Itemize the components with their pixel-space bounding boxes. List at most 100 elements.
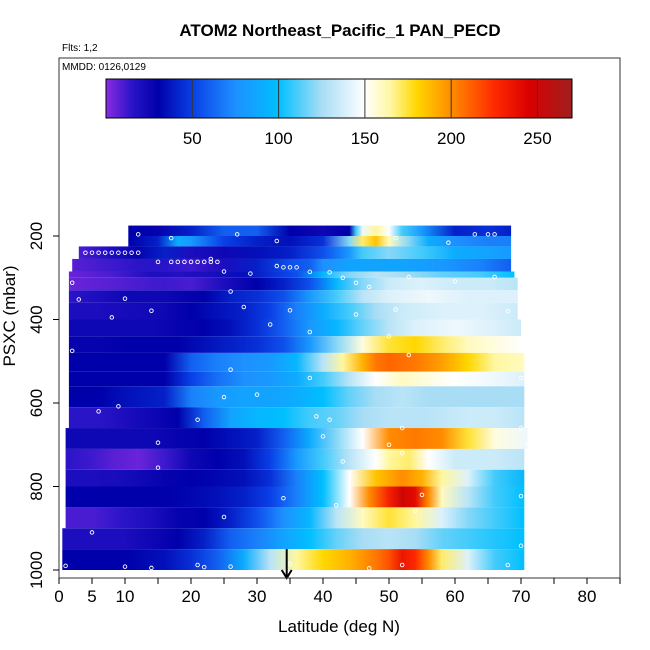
data-point-marker	[69, 280, 75, 286]
data-point-marker	[122, 296, 128, 301]
data-point-marker	[287, 265, 293, 270]
data-point-marker	[307, 375, 313, 381]
data-point-marker	[129, 250, 134, 255]
data-point-marker	[386, 333, 392, 339]
colorbar-tick-label: 150	[351, 129, 379, 148]
x-tick-label: 5	[87, 587, 96, 606]
data-point-marker	[287, 561, 293, 566]
data-point-marker	[201, 564, 207, 570]
heatmap-row	[68, 302, 518, 320]
data-point-marker	[228, 289, 233, 294]
data-point-marker	[109, 250, 115, 255]
heatmap-row	[78, 246, 512, 259]
data-point-marker	[399, 450, 405, 456]
data-point-marker	[505, 562, 511, 568]
data-point-marker	[188, 259, 194, 265]
x-tick-label: 40	[314, 587, 333, 606]
data-point-marker	[221, 394, 227, 400]
x-tick-label: 50	[380, 587, 399, 606]
data-point-marker	[155, 465, 161, 470]
data-point-marker	[320, 434, 326, 439]
x-tick-label: 80	[578, 587, 597, 606]
data-point-marker	[215, 259, 220, 265]
heatmap-row	[128, 236, 512, 247]
data-point-marker	[63, 563, 68, 569]
data-point-marker	[221, 514, 227, 520]
data-point-marker	[353, 312, 359, 317]
data-point-marker	[307, 329, 313, 335]
data-point-marker	[248, 271, 253, 276]
data-point-marker	[267, 322, 273, 327]
y-axis: 200 400 600 800 1000	[27, 222, 59, 589]
data-point-marker	[406, 352, 412, 358]
data-point-marker	[175, 259, 181, 265]
data-point-marker	[195, 562, 200, 568]
data-point-marker	[393, 307, 398, 312]
heatmap-row	[65, 507, 525, 529]
data-point-marker	[274, 238, 280, 244]
y-tick-label: 600	[27, 389, 46, 417]
flights-label: Flts: 1,2	[62, 43, 98, 54]
y-tick-label: 800	[27, 472, 46, 500]
data-point-marker	[307, 269, 313, 275]
data-point-marker	[492, 274, 497, 280]
data-point-marker	[287, 308, 293, 313]
y-axis-label: PSXC (mbar)	[0, 265, 19, 366]
data-point-marker	[228, 564, 233, 569]
data-point-marker	[241, 304, 247, 310]
data-point-marker	[281, 495, 286, 501]
data-point-marker	[76, 297, 82, 302]
data-point-marker	[168, 235, 174, 241]
data-point-marker	[353, 280, 359, 286]
data-point-marker	[221, 269, 227, 274]
data-point-marker	[83, 250, 88, 255]
chart-title: ATOM2 Northeast_Pacific_1 PAN_PECD	[179, 21, 500, 40]
data-point-marker	[201, 259, 207, 265]
data-point-marker	[228, 367, 233, 372]
heatmap-row	[68, 386, 525, 408]
data-point-marker	[116, 250, 121, 255]
data-point-marker	[281, 265, 286, 270]
data-point-marker	[314, 414, 319, 419]
data-point-marker	[254, 392, 260, 397]
heatmap-row	[65, 486, 525, 508]
data-point-marker	[472, 232, 478, 237]
heatmap-row	[68, 271, 515, 278]
data-point-marker	[294, 265, 299, 270]
data-point-marker	[208, 259, 214, 265]
data-point-marker	[195, 417, 200, 422]
heatmap-row	[68, 277, 518, 291]
y-tick-label: 1000	[27, 551, 46, 589]
data-point-marker	[366, 284, 372, 290]
data-point-marker	[399, 425, 405, 431]
data-point-marker	[518, 344, 524, 349]
data-point-marker	[327, 270, 332, 275]
data-point-marker	[69, 348, 75, 354]
heatmap-row	[65, 469, 525, 487]
data-point-marker	[96, 250, 101, 255]
heatmap-row	[65, 428, 528, 449]
heatmap-row	[68, 371, 525, 387]
data-point-marker	[195, 259, 200, 265]
heatmap-row	[65, 448, 525, 470]
data-point-marker	[155, 259, 161, 265]
data-point-marker	[406, 274, 412, 280]
data-point-marker	[446, 240, 451, 245]
data-point-marker	[116, 404, 121, 409]
data-point-marker	[122, 250, 128, 255]
data-point-marker	[208, 256, 214, 262]
x-tick-label: 0	[54, 587, 63, 606]
data-point-marker	[234, 232, 240, 237]
heatmap-row	[68, 336, 525, 353]
data-point-marker	[274, 263, 280, 269]
x-axis: 0 5 10 20 30 40 50 60 70 80	[54, 578, 621, 606]
data-point-marker	[518, 425, 524, 431]
data-point-marker	[399, 562, 405, 568]
x-tick-label: 10	[116, 587, 135, 606]
data-point-marker	[102, 250, 108, 255]
data-point-marker	[135, 232, 141, 237]
data-point-marker	[518, 543, 524, 549]
colorbar-tick-label: 100	[264, 129, 292, 148]
data-point-marker	[525, 442, 530, 448]
